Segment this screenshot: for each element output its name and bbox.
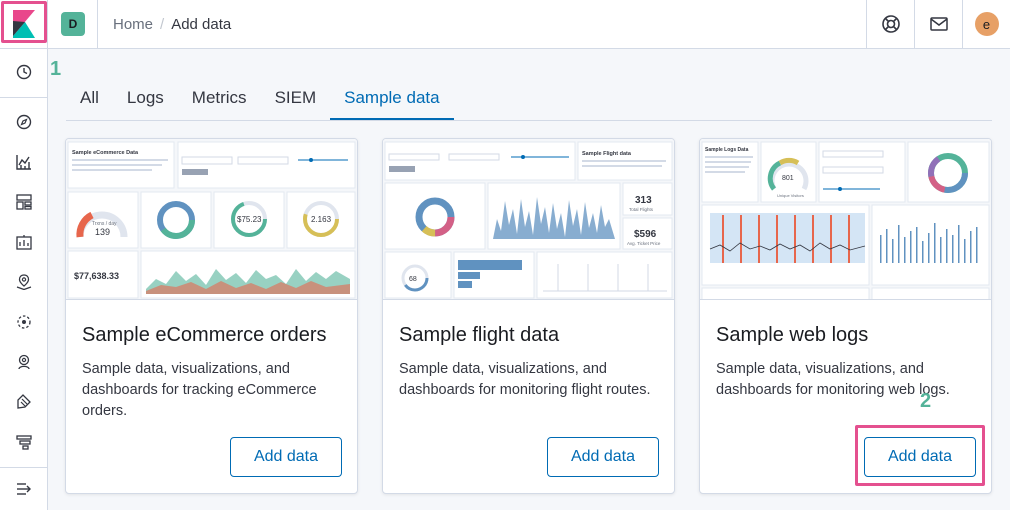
ecommerce-metric2: $75.23 bbox=[237, 215, 262, 224]
nav-canvas[interactable] bbox=[0, 228, 48, 256]
nav-infrastructure[interactable] bbox=[0, 348, 48, 376]
breadcrumb-separator: / bbox=[160, 16, 165, 33]
nav-divider bbox=[0, 467, 48, 468]
add-data-button[interactable]: Add data bbox=[864, 437, 976, 477]
nav-machine-learning[interactable] bbox=[0, 308, 48, 336]
tab-all[interactable]: All bbox=[80, 88, 99, 107]
nav-recently-viewed[interactable] bbox=[0, 58, 48, 86]
space-avatar[interactable]: D bbox=[61, 12, 85, 36]
apm-icon bbox=[16, 435, 32, 450]
nav-logs[interactable] bbox=[0, 388, 48, 416]
card-title: Sample eCommerce orders bbox=[82, 324, 327, 346]
breadcrumb: Home / Add data bbox=[113, 16, 231, 33]
card-description: Sample data, visualizations, and dashboa… bbox=[82, 361, 317, 419]
clock-icon bbox=[16, 64, 32, 80]
ecommerce-revenue: $77,638.33 bbox=[74, 271, 119, 281]
flight-price: $596 bbox=[634, 229, 657, 240]
flight-delays: 68 bbox=[409, 276, 417, 283]
tab-sample-data[interactable]: Sample data bbox=[330, 76, 454, 120]
user-avatar: e bbox=[974, 12, 999, 36]
web-logs-thumb-title: Sample Logs Data bbox=[705, 147, 749, 153]
kibana-logo-icon bbox=[12, 10, 35, 38]
tab-metrics[interactable]: Metrics bbox=[191, 88, 247, 107]
tabs-underline bbox=[66, 120, 992, 121]
sample-ecommerce-card: Sample eCommerce Data Trxns / day 139 $7… bbox=[65, 138, 358, 494]
card-description: Sample data, visualizations, and dashboa… bbox=[716, 361, 950, 398]
visualize-icon bbox=[16, 155, 31, 170]
web-logs-visitors: 801 bbox=[782, 175, 794, 182]
help-button[interactable] bbox=[866, 0, 914, 48]
step-callout-1: 1 bbox=[50, 58, 62, 80]
compass-icon bbox=[16, 114, 32, 130]
maps-icon bbox=[16, 274, 32, 290]
highlight-box-logo bbox=[1, 1, 47, 43]
nav-dashboard[interactable] bbox=[0, 188, 48, 216]
ecommerce-thumb-title: Sample eCommerce Data bbox=[72, 150, 139, 156]
web-logs-dashboard-preview[interactable]: Sample Logs Data 801 Unique Visitors bbox=[700, 139, 991, 300]
top-header: D Home / Add data e bbox=[0, 0, 1010, 49]
flight-total: 313 bbox=[635, 195, 652, 206]
ecommerce-dashboard-preview[interactable]: Sample eCommerce Data Trxns / day 139 $7… bbox=[66, 139, 357, 300]
add-data-button[interactable]: Add data bbox=[230, 437, 342, 477]
kibana-logo-button[interactable] bbox=[0, 0, 48, 48]
step-callout-2: 2 bbox=[920, 390, 932, 412]
ecommerce-metric1: 139 bbox=[95, 227, 110, 237]
highlight-box-add-data bbox=[855, 425, 985, 486]
breadcrumb-home[interactable]: Home bbox=[113, 16, 154, 33]
help-icon bbox=[881, 15, 900, 33]
nav-collapse-button[interactable] bbox=[0, 475, 48, 503]
flight-dashboard-preview[interactable]: Sample Flight data 313 Total Flights $59… bbox=[383, 139, 674, 300]
header-divider bbox=[97, 0, 98, 48]
ecommerce-metric1-label: Trxns / day bbox=[92, 221, 117, 227]
tab-logs[interactable]: Logs bbox=[126, 88, 164, 107]
mail-icon bbox=[929, 17, 948, 31]
data-source-tabs: All Logs Metrics SIEM Sample data bbox=[66, 76, 454, 120]
ecommerce-metric3: 2.163 bbox=[311, 215, 332, 224]
user-menu-button[interactable]: e bbox=[962, 0, 1010, 48]
side-nav bbox=[0, 49, 48, 510]
nav-maps[interactable] bbox=[0, 268, 48, 296]
sample-flight-card: Sample Flight data 313 Total Flights $59… bbox=[382, 138, 675, 494]
newsfeed-button[interactable] bbox=[914, 0, 962, 48]
add-data-button[interactable]: Add data bbox=[547, 437, 659, 477]
flight-total-label: Total Flights bbox=[629, 207, 654, 212]
flight-thumb-title: Sample Flight data bbox=[582, 151, 632, 157]
nav-divider bbox=[0, 97, 48, 98]
machine-learning-icon bbox=[17, 315, 31, 329]
collapse-icon bbox=[17, 483, 31, 495]
card-title: Sample web logs bbox=[716, 324, 869, 346]
breadcrumb-current: Add data bbox=[171, 16, 232, 33]
nav-visualize[interactable] bbox=[0, 148, 48, 176]
sample-web-logs-card: Sample Logs Data 801 Unique Visitors bbox=[699, 138, 992, 494]
web-logs-visitors-label: Unique Visitors bbox=[777, 193, 804, 198]
card-title: Sample flight data bbox=[399, 324, 560, 346]
nav-apm[interactable] bbox=[0, 428, 48, 456]
card-description: Sample data, visualizations, and dashboa… bbox=[399, 361, 651, 398]
infrastructure-icon bbox=[18, 354, 30, 370]
tab-siem[interactable]: SIEM bbox=[274, 88, 317, 107]
canvas-icon bbox=[16, 235, 32, 250]
dashboard-icon bbox=[16, 194, 32, 210]
nav-discover[interactable] bbox=[0, 108, 48, 136]
logs-icon bbox=[17, 394, 31, 409]
flight-price-label: Avg. Ticket Price bbox=[627, 241, 661, 246]
